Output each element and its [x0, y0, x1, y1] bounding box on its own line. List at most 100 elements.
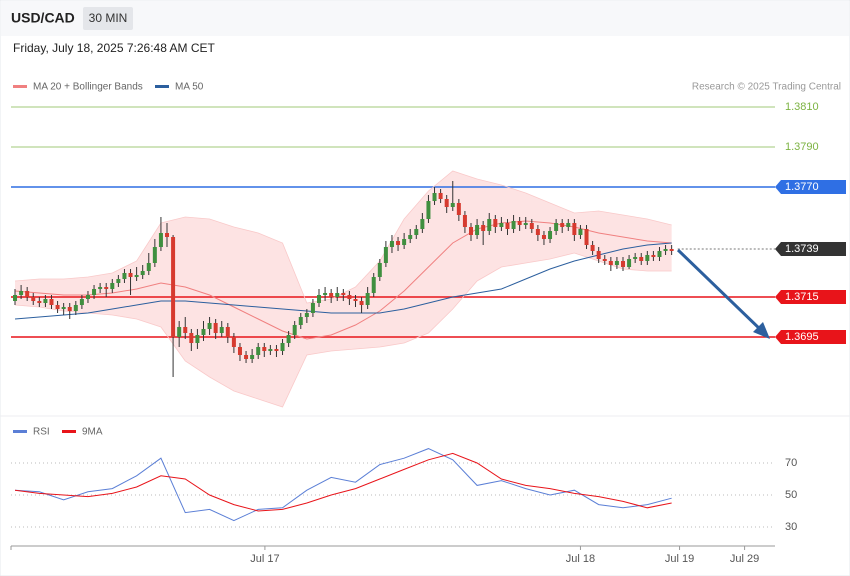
candle-body: [596, 251, 601, 259]
candle-body: [134, 275, 139, 277]
legend-label: RSI: [33, 427, 50, 438]
candle-body: [250, 355, 255, 359]
legend-swatch: [62, 430, 76, 433]
candle-body: [517, 221, 522, 225]
forecast-arrow: [676, 248, 770, 339]
x-tick-label: Jul 29: [730, 553, 759, 565]
candle-body: [323, 293, 328, 295]
subtitle: Friday, July 18, 2025 7:26:48 AM CET: [13, 41, 216, 55]
candle-body: [122, 273, 127, 279]
candle-body: [548, 231, 553, 239]
legend-label: MA 50: [175, 82, 204, 93]
candle-body: [560, 223, 565, 227]
candle-body: [213, 323, 218, 333]
rsi-panel: 30 50 70: [11, 448, 797, 533]
candle-body: [201, 329, 206, 335]
candle-body: [146, 263, 151, 271]
level-label-box: [775, 330, 846, 344]
candle-body: [402, 239, 407, 245]
candle-body: [566, 223, 571, 227]
x-tick-label: Jul 18: [566, 553, 595, 565]
candle-body: [450, 203, 455, 207]
candle-body: [31, 297, 36, 301]
candle-body: [128, 273, 133, 277]
arrow-head: [753, 322, 770, 339]
legend-swatch: [155, 85, 169, 88]
candle-body: [304, 313, 309, 317]
candle-body: [535, 229, 540, 235]
candle-body: [493, 219, 498, 227]
candle-body: [165, 233, 170, 237]
candle-body: [420, 219, 425, 229]
candle-body: [432, 193, 437, 201]
level-label-box: [775, 290, 846, 304]
candle-body: [189, 333, 194, 343]
level-label-box: [775, 242, 846, 256]
candle-body: [414, 229, 419, 235]
x-tick-label: Jul 19: [665, 553, 694, 565]
candle-body: [13, 295, 18, 301]
candle-body: [183, 327, 188, 333]
candle-body: [85, 295, 90, 299]
candle-body: [462, 215, 467, 227]
arrow-shaft: [676, 248, 764, 333]
candle-body: [19, 291, 24, 295]
candle-body: [49, 299, 54, 305]
candle-body: [292, 325, 297, 335]
candle-body: [499, 223, 504, 227]
candle-body: [359, 301, 364, 305]
price-panel: 1.3810 1.3790 1.3770 1.3739 1.3715 1.3695: [11, 101, 846, 408]
legend-swatch: [13, 430, 27, 433]
candle-body: [171, 237, 176, 337]
candle-body: [469, 227, 474, 235]
candle-body: [365, 293, 370, 305]
candle-body: [590, 245, 595, 251]
candle-body: [657, 251, 662, 257]
candle-body: [438, 193, 443, 199]
candle-body: [663, 249, 668, 251]
candle-body: [341, 293, 346, 295]
candle-body: [541, 235, 546, 239]
level-label: 1.3770: [785, 181, 819, 193]
candle-body: [152, 247, 157, 263]
legend-label: 9MA: [82, 427, 103, 438]
candle-body: [25, 291, 30, 297]
candle-body: [207, 323, 212, 329]
candle-body: [371, 277, 376, 293]
legend-swatch: [13, 85, 27, 88]
timeframe: 30 MIN: [89, 11, 128, 25]
candle-body: [347, 295, 352, 299]
candle-body: [317, 295, 322, 303]
candle-body: [116, 279, 121, 283]
candle-body: [353, 299, 358, 301]
candle-body: [444, 199, 449, 207]
level-label: 1.3810: [785, 101, 819, 113]
candle-body: [237, 347, 242, 355]
candle-body: [310, 303, 315, 313]
level-label: 1.3715: [785, 291, 819, 303]
candle-body: [110, 283, 115, 289]
candle-body: [335, 293, 340, 297]
header-bar: [1, 1, 849, 36]
candle-body: [481, 225, 486, 231]
candle-body: [140, 271, 145, 275]
candle-body: [244, 355, 249, 359]
ma-line: [14, 242, 672, 320]
candle-body: [383, 247, 388, 263]
band-lower: [14, 252, 672, 408]
candle-body: [529, 223, 534, 229]
candle-body: [256, 347, 261, 355]
candle-body: [92, 289, 97, 295]
candle-body: [584, 229, 589, 245]
candle-body: [55, 305, 60, 309]
candle-body: [426, 201, 431, 219]
candle-body: [67, 307, 72, 311]
legend-label: MA 20 + Bollinger Bands: [33, 82, 143, 93]
candle-body: [98, 287, 103, 289]
candle-body: [621, 261, 626, 267]
timeframe-pill[interactable]: [83, 7, 133, 30]
candle-body: [73, 305, 78, 311]
candle-body: [645, 255, 650, 261]
candle-body: [225, 327, 230, 337]
